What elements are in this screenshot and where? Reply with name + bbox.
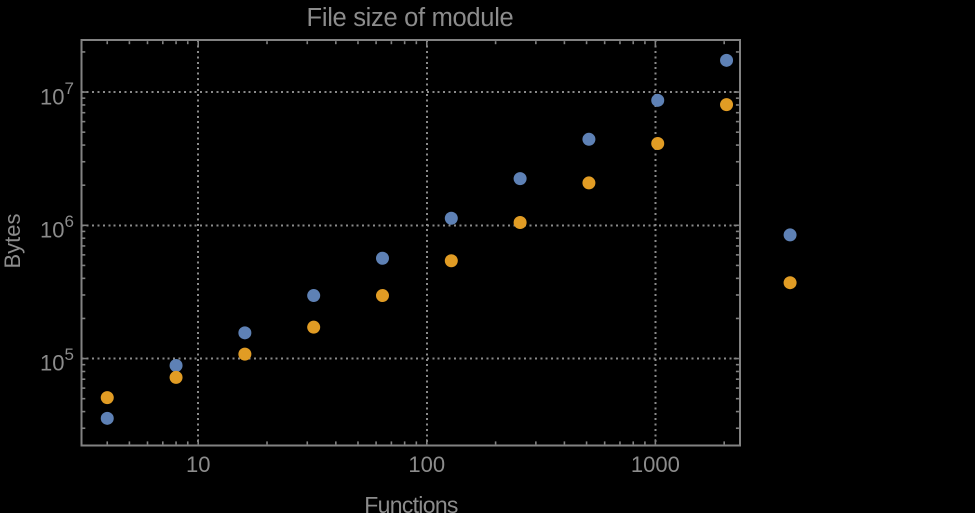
tick-marks [82, 41, 739, 445]
y-tick-label: 106 [40, 211, 74, 242]
point-series-2-orange [375, 289, 389, 303]
x-axis-label: Functions [364, 491, 458, 513]
point-series-2-orange [169, 370, 183, 384]
point-series-2-orange [783, 276, 797, 290]
point-series-2-orange [513, 215, 527, 229]
point-series-1-blue [238, 326, 252, 340]
frame-rect [80, 39, 741, 447]
point-series-2-orange [238, 347, 252, 361]
point-series-2-orange [720, 98, 734, 112]
point-series-1-blue [783, 228, 797, 242]
y-tick-exponent: 6 [64, 211, 74, 231]
y-tick-label: 107 [40, 77, 74, 108]
y-tick-base: 10 [40, 217, 65, 243]
data-points [100, 53, 797, 425]
y-tick-label: 105 [40, 344, 74, 375]
point-series-2-orange [582, 176, 596, 190]
y-axis-label: Bytes [0, 213, 25, 269]
y-tick-base: 10 [40, 83, 65, 109]
gridlines [81, 40, 740, 446]
point-series-2-orange [307, 320, 321, 334]
point-series-2-orange [100, 391, 114, 405]
y-tick-base: 10 [40, 350, 65, 376]
point-series-1-blue [375, 251, 389, 265]
point-series-1-blue [100, 411, 114, 425]
x-tick-label: 100 [408, 451, 446, 477]
point-series-1-blue [582, 132, 596, 146]
point-series-1-blue [169, 359, 183, 372]
x-tick-label: 10 [185, 451, 211, 477]
y-tick-exponent: 7 [64, 78, 74, 98]
point-series-1-blue [651, 93, 665, 107]
point-series-1-blue [307, 289, 321, 303]
point-series-1-blue [444, 211, 458, 225]
point-series-2-orange [444, 254, 458, 268]
point-series-1-blue [513, 172, 527, 186]
point-series-2-orange [651, 137, 665, 151]
y-tick-exponent: 5 [64, 344, 74, 364]
plot-frame [80, 39, 741, 447]
plot-title: File size of module [306, 3, 514, 32]
x-tick-label: 1000 [630, 451, 680, 477]
point-series-1-blue [720, 53, 734, 67]
